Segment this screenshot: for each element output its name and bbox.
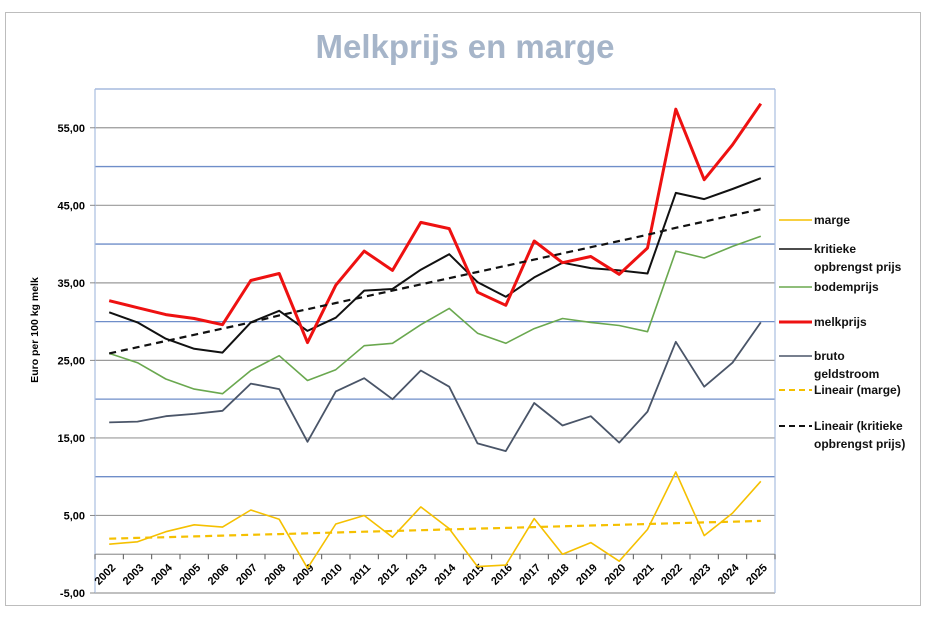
x-tick-label: 2020 [602,562,628,588]
series-line-lineair-kritieke-opbrengst-prijs [108,208,762,355]
x-tick-label: 2002 [92,562,118,588]
legend-label: geldstroom [814,367,879,381]
x-tick-label: 2025 [744,562,770,588]
x-tick-label: 2006 [206,562,232,588]
x-tick-label: 2003 [121,562,147,588]
y-tick-label: 5,00 [64,510,85,522]
series-line-kritieke-opbrengst-prijs [108,177,762,354]
x-tick-label: 2011 [348,562,373,587]
x-tick-label: 2017 [517,562,543,588]
chart-title: Melkprijs en marge [316,28,615,65]
x-tick-label: 2023 [687,562,713,588]
legend: marge kritieke opbrengst prijs bodemprijs me… [779,213,905,451]
x-tick-label: 2008 [262,562,288,588]
chart-frame [5,12,921,606]
series-lines [108,102,763,570]
x-axis: 2002 2003 2004 2005 2006 2007 2008 2009 2010 2011… [92,554,776,588]
x-tick-label: 2018 [546,562,572,588]
series-line-bodemprijs [108,235,762,395]
legend-label: bodemprijs [814,280,879,294]
x-tick-label: 2019 [574,562,600,588]
legend-label: melkprijs [814,315,867,329]
series-line-lineair-marge [109,519,761,540]
x-tick-label: 2004 [149,561,175,587]
x-tick-label: 2007 [234,562,260,588]
x-tick-label: 2010 [319,562,345,588]
series-line-marge [109,471,762,570]
legend-label: opbrengst prijs [814,260,902,274]
legend-label: marge [814,213,850,227]
y-tick-label: 55,00 [57,123,85,135]
x-tick-label: 2009 [291,562,317,588]
y-tick-label: 35,00 [57,278,85,290]
series-line-melkprijs [108,102,763,345]
x-tick-label: 2014 [432,561,458,587]
gridlines [94,88,776,594]
legend-label: kritieke [814,242,856,256]
x-tick-label: 2005 [177,562,203,588]
y-axis-ticks: -5,00 5,00 15,00 25,00 35,00 45,00 55,00 [57,123,95,600]
series-line-bruto-geldstroom [109,321,762,453]
x-tick-label: 2024 [716,561,742,587]
legend-label: bruto [814,349,845,363]
x-tick-label: 2013 [404,562,430,588]
y-axis-label: Euro per 100 kg melk [29,277,41,383]
y-tick-label: 45,00 [57,200,85,212]
x-tick-label: 2021 [631,562,657,588]
legend-label: Lineair (kritieke [814,419,903,433]
legend-label: Lineair (marge) [814,383,901,397]
x-tick-label: 2022 [659,562,685,588]
x-tick-label: 2012 [376,562,402,588]
y-tick-label: 15,00 [57,433,85,445]
y-tick-label: -5,00 [60,588,85,600]
y-tick-label: 25,00 [57,355,85,367]
legend-label: opbrengst prijs) [814,437,905,451]
